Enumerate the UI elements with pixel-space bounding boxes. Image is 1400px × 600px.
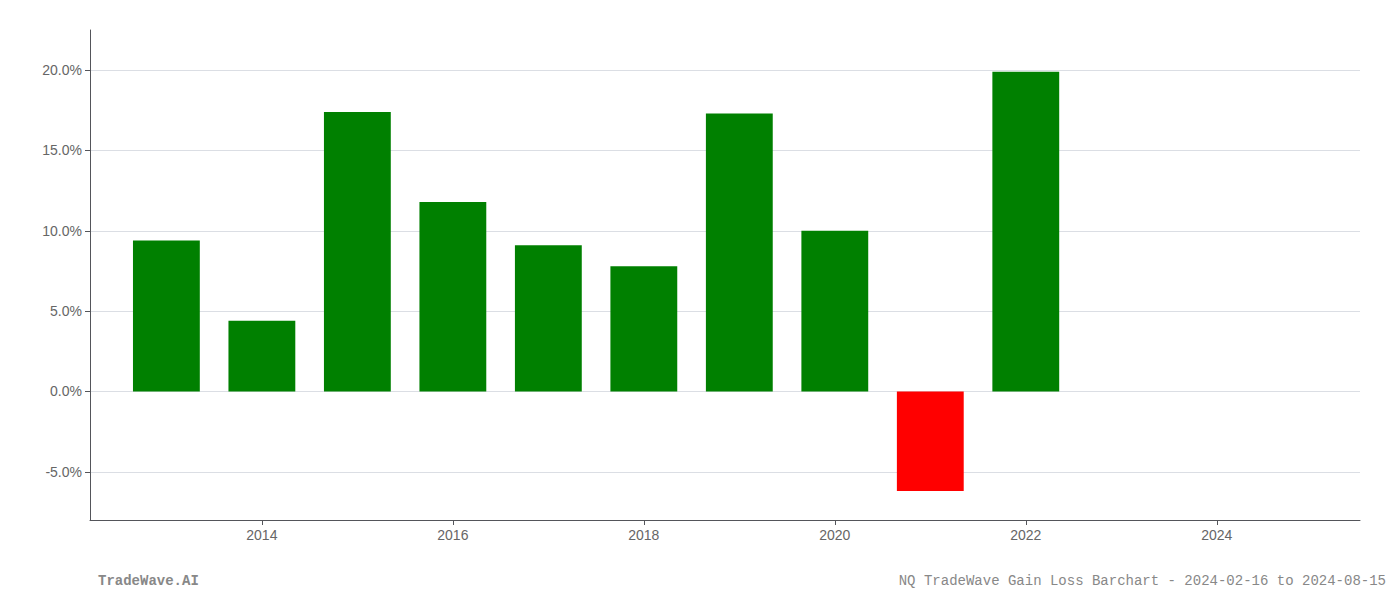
svg-text:5.0%: 5.0% — [50, 303, 82, 319]
svg-text:0.0%: 0.0% — [50, 383, 82, 399]
svg-text:2020: 2020 — [819, 527, 850, 543]
svg-text:15.0%: 15.0% — [42, 142, 82, 158]
svg-text:TradeWave.AI: TradeWave.AI — [98, 573, 199, 589]
svg-text:2022: 2022 — [1010, 527, 1041, 543]
svg-text:2014: 2014 — [246, 527, 277, 543]
svg-text:20.0%: 20.0% — [42, 62, 82, 78]
svg-text:10.0%: 10.0% — [42, 223, 82, 239]
svg-text:2024: 2024 — [1201, 527, 1232, 543]
svg-text:2016: 2016 — [437, 527, 468, 543]
svg-text:2018: 2018 — [628, 527, 659, 543]
svg-text:NQ TradeWave Gain Loss Barchar: NQ TradeWave Gain Loss Barchart - 2024-0… — [899, 573, 1386, 589]
svg-text:-5.0%: -5.0% — [45, 464, 82, 480]
